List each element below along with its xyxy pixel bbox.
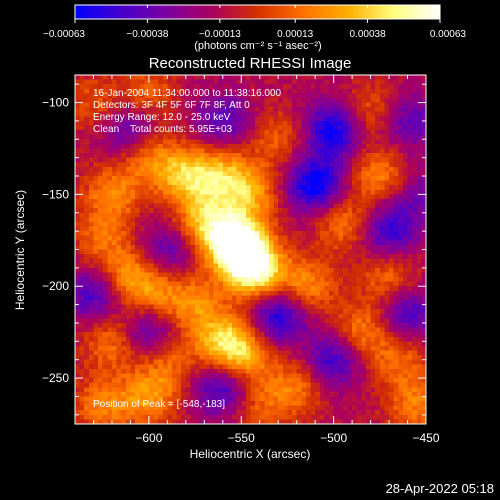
annotation-line-4: Clean Total counts: 5.95E+03 <box>93 124 233 135</box>
y-tick-label: −100 <box>42 96 69 110</box>
y-axis-label: Heliocentric Y (arcsec) <box>13 190 27 310</box>
heatmap-image <box>75 75 426 424</box>
colorbar-tick-label: 0.00038 <box>350 29 387 40</box>
colorbar-tick-label: −0.00063 <box>43 29 85 40</box>
annotation-block: 16-Jan-2004 11:34:00.000 to 11:38:16.000… <box>93 88 282 135</box>
x-tick-label: −450 <box>412 431 439 445</box>
x-tick-label: −600 <box>135 431 162 445</box>
x-tick-label: −500 <box>320 431 347 445</box>
annotation-line-3: Energy Range: 12.0 - 25.0 keV <box>93 112 231 123</box>
x-axis-label: Heliocentric X (arcsec) <box>190 447 311 461</box>
colorbar-gradient <box>74 4 441 20</box>
colorbar-tick-label: −0.00038 <box>126 29 168 40</box>
plot-area: −600 −550 −500 −450 −100 −150 −200 −250 <box>42 74 440 445</box>
y-tick-label: −200 <box>42 279 69 293</box>
colorbar-units: (photons cm⁻² s⁻¹ asec⁻²) <box>194 40 321 52</box>
y-tick-label: −250 <box>42 371 69 385</box>
colorbar-tick-label: −0.00013 <box>199 29 241 40</box>
axis-ticks: −600 −550 −500 −450 −100 −150 −200 −250 <box>42 75 440 445</box>
annotation-line-1: 16-Jan-2004 11:34:00.000 to 11:38:16.000 <box>93 88 282 99</box>
colorbar-ticks: −0.00063 −0.00038 −0.00013 0.00013 0.00038 0.… <box>43 5 466 40</box>
peak-position-label: Position of Peak = [-548,-183] <box>93 399 225 410</box>
colorbar-tick-label: 0.00063 <box>430 29 467 40</box>
chart-title: Reconstructed RHESSI Image <box>149 55 352 72</box>
colorbar: −0.00063 −0.00038 −0.00013 0.00013 0.00038 0.… <box>43 4 466 52</box>
x-tick-label: −550 <box>228 431 255 445</box>
footer-timestamp: 28-Apr-2022 05:18 <box>386 481 494 496</box>
annotation-line-2: Detectors: 3F 4F 5F 6F 7F 8F, Att 0 <box>93 100 250 111</box>
y-tick-label: −150 <box>42 187 69 201</box>
colorbar-tick-label: 0.00013 <box>277 29 314 40</box>
